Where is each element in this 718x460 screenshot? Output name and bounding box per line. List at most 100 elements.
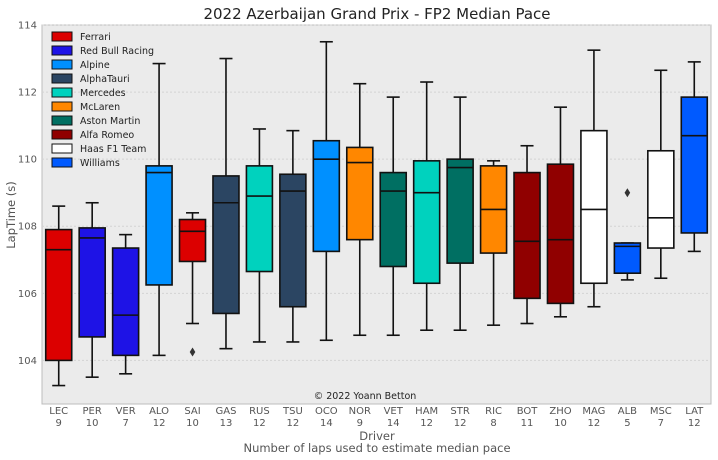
box-zho <box>546 106 575 318</box>
box-body <box>412 160 441 285</box>
x-tick-laps: 7 <box>658 418 664 429</box>
copyright-annotation: © 2022 Yoann Betton <box>314 391 417 402</box>
box-alo <box>145 62 173 357</box>
x-axis-label: Driver <box>359 429 395 443</box>
x-tick-driver: LAT <box>685 406 704 417</box>
y-tick-labels: 104 106 108 110 112 114 <box>18 21 37 367</box>
x-tick-driver: VET <box>384 406 404 417</box>
box-ric <box>479 160 508 326</box>
chart-title: 2022 Azerbaijan Grand Prix - FP2 Median … <box>203 5 550 23</box>
box-tsu <box>279 129 307 343</box>
legend-label: Red Bull Racing <box>80 46 154 57</box>
legend-label: Ferrari <box>80 32 111 43</box>
legend-swatch <box>51 115 73 126</box>
x-tick-laps: 12 <box>287 418 300 429</box>
x-tick-laps: 10 <box>86 418 99 429</box>
x-tick-driver: ZHO <box>549 406 571 417</box>
box-body <box>513 171 541 300</box>
outlier-point <box>189 347 196 357</box>
box-body <box>379 171 408 268</box>
box-body <box>613 242 642 274</box>
legend-swatch <box>51 157 73 168</box>
y-tick-label: 114 <box>18 21 37 32</box>
x-tick-driver: PER <box>83 406 102 417</box>
x-tick-driver: RUS <box>249 406 270 417</box>
x-tick-driver: TSU <box>282 406 303 417</box>
y-tick-label: 108 <box>18 222 37 233</box>
legend-swatch <box>51 143 73 154</box>
box-nor <box>345 82 374 337</box>
legend-swatch <box>51 59 73 70</box>
box-rus <box>245 128 274 343</box>
x-tick-driver: ALB <box>618 406 637 417</box>
x-tick-laps: 12 <box>454 418 467 429</box>
box-body <box>279 173 307 308</box>
x-tick-driver: NOR <box>349 406 371 417</box>
x-tick-driver: MSC <box>650 406 672 417</box>
box-per <box>78 201 106 378</box>
x-tick-driver: RIC <box>485 406 502 417</box>
x-tick-driver: BOT <box>517 406 539 417</box>
box-body <box>44 228 73 362</box>
box-sai <box>178 212 207 357</box>
box-body <box>78 227 106 338</box>
box-body <box>647 149 675 249</box>
plot-area <box>41 24 712 405</box>
legend-label: Alfa Romeo <box>80 130 134 141</box>
y-tick-label: 104 <box>18 356 37 367</box>
legend-label: Mercedes <box>80 88 126 99</box>
x-tick-laps: 12 <box>153 418 166 429</box>
x-tick-laps: 11 <box>521 418 534 429</box>
box-gas <box>212 57 240 350</box>
box-alb <box>613 188 642 281</box>
x-tick-laps: 12 <box>253 418 266 429</box>
y-tick-label: 112 <box>18 88 37 99</box>
x-tick-laps: 10 <box>186 418 199 429</box>
x-tick-laps: 14 <box>320 418 333 429</box>
x-tick-laps: 9 <box>357 418 363 429</box>
box-plots <box>44 40 709 387</box>
legend-swatch <box>51 129 73 140</box>
x-tick-laps: 12 <box>688 418 701 429</box>
legend-label: Alpine <box>80 60 110 71</box>
box-lec <box>44 205 73 387</box>
x-tick-driver: STR <box>450 406 469 417</box>
y-tick-label: 110 <box>18 155 37 166</box>
box-oco <box>312 40 341 342</box>
y-axis-label: LapTime (s) <box>4 181 18 249</box>
x-tick-driver: VER <box>116 406 136 417</box>
x-tick-laps: 9 <box>56 418 62 429</box>
box-body <box>178 218 207 263</box>
box-vet <box>379 96 408 337</box>
legend-swatch <box>51 87 73 98</box>
x-tick-laps: 12 <box>588 418 601 429</box>
x-tick-laps: 8 <box>490 418 496 429</box>
box-body <box>212 175 240 315</box>
box-body <box>312 139 341 253</box>
box-mag <box>580 49 608 308</box>
box-msc <box>647 69 675 280</box>
outlier-point <box>624 188 631 198</box>
box-body <box>580 129 608 285</box>
legend-label: McLaren <box>80 102 120 113</box>
x-tick-driver: MAG <box>582 406 605 417</box>
box-str <box>446 96 474 332</box>
x-tick-driver: HAM <box>415 406 438 417</box>
x-tick-laps: 13 <box>220 418 233 429</box>
x-tick-driver: ALO <box>149 406 169 417</box>
legend-swatch <box>51 101 73 112</box>
legend-swatch <box>51 73 73 84</box>
legend-label: AlphaTauri <box>80 74 130 85</box>
box-lat <box>680 61 709 253</box>
legend-swatch <box>51 31 73 42</box>
legend: Ferrari Red Bull Racing Alpine AlphaTauri Me… <box>51 31 154 169</box>
box-body <box>245 165 274 273</box>
box-ver <box>111 233 140 375</box>
box-body <box>546 163 575 305</box>
legend-swatch <box>51 45 73 56</box>
box-ham <box>412 81 441 332</box>
x-tick-driver: GAS <box>216 406 237 417</box>
legend-label: Williams <box>80 158 120 169</box>
box-body <box>446 158 474 264</box>
